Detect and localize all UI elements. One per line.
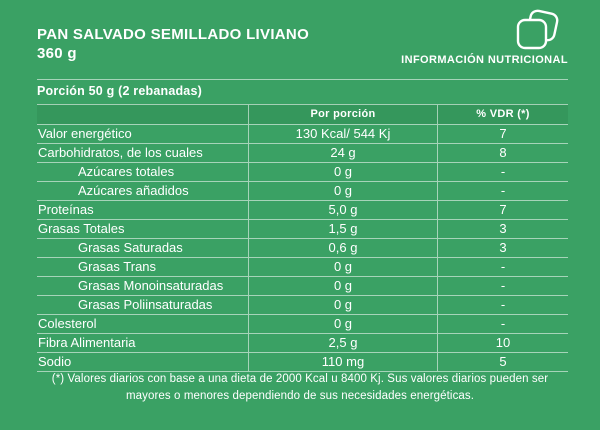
table-row: Grasas Totales 1,5 g 3 (37, 219, 568, 238)
nutrient-label: Grasas Monoinsaturadas (78, 278, 224, 293)
table-row: Grasas Saturadas 0,6 g 3 (37, 238, 568, 257)
table-row: Azúcares añadidos 0 g - (37, 181, 568, 200)
table-header-row: Por porción % VDR (*) (37, 104, 568, 124)
table-row: Carbohidratos, de los cuales 24 g 8 (37, 143, 568, 162)
bread-slices-icon (510, 8, 568, 52)
info-nutricional-label: INFORMACIÓN NUTRICIONAL (401, 54, 568, 66)
nutrient-label: Grasas Totales (38, 221, 125, 236)
table-row: Azúcares totales 0 g - (37, 162, 568, 181)
vdr-value: 7 (437, 201, 568, 219)
daily-values-footnote: (*) Valores diarios con base a una dieta… (51, 373, 549, 402)
table-row: Proteínas 5,0 g 7 (37, 200, 568, 219)
table-row: Colesterol 0 g - (37, 314, 568, 333)
nutrient-label: Sodio (38, 354, 72, 369)
portion-value: 0 g (248, 182, 437, 200)
nutrient-label: Colesterol (38, 316, 97, 331)
vdr-value: 5 (437, 353, 568, 371)
vdr-value: 3 (437, 239, 568, 257)
nutrient-label: Azúcares totales (78, 164, 175, 179)
portion-value: 0 g (248, 277, 437, 295)
portion-value: 1,5 g (248, 220, 437, 238)
nutrient-label: Azúcares añadidos (78, 183, 189, 198)
vdr-value: - (437, 277, 568, 295)
vdr-value: 3 (437, 220, 568, 238)
portion-value: 2,5 g (248, 334, 437, 352)
table-row: Grasas Poliinsaturadas 0 g - (37, 295, 568, 314)
vdr-value: - (437, 163, 568, 181)
table-row: Sodio 110 mg 5 (37, 352, 568, 371)
nutrient-label: Grasas Saturadas (78, 240, 183, 255)
vdr-value: - (437, 315, 568, 333)
vdr-value: 10 (437, 334, 568, 352)
vdr-value: - (437, 296, 568, 314)
vdr-value: 8 (437, 144, 568, 162)
vdr-value: - (437, 258, 568, 276)
header-empty-cell (37, 105, 248, 124)
header-por-porcion: Por porción (248, 105, 437, 124)
vdr-value: - (437, 182, 568, 200)
portion-value: 0 g (248, 163, 437, 181)
table-row: Grasas Monoinsaturadas 0 g - (37, 276, 568, 295)
nutrient-label: Grasas Poliinsaturadas (78, 297, 213, 312)
table-row: Valor energético 130 Kcal/ 544 Kj 7 (37, 124, 568, 143)
portion-value: 0,6 g (248, 239, 437, 257)
portion-value: 0 g (248, 315, 437, 333)
nutrient-label: Grasas Trans (78, 259, 157, 274)
nutrient-label: Fibra Alimentaria (38, 335, 136, 350)
nutrition-table: Por porción % VDR (*) Valor energético 1… (37, 104, 568, 372)
portion-value: 130 Kcal/ 544 Kj (248, 125, 437, 143)
vdr-value: 7 (437, 125, 568, 143)
portion-value: 24 g (248, 144, 437, 162)
portion-label: Porción 50 g (2 rebanadas) (37, 84, 202, 98)
product-title: PAN SALVADO SEMILLADO LIVIANO 360 g (37, 26, 310, 62)
nutrient-label: Proteínas (38, 202, 94, 217)
table-row: Fibra Alimentaria 2,5 g 10 (37, 333, 568, 352)
brand-block: INFORMACIÓN NUTRICIONAL (368, 8, 568, 66)
nutrient-label: Carbohidratos, de los cuales (38, 145, 203, 160)
portion-value: 5,0 g (248, 201, 437, 219)
nutrition-table-body: Valor energético 130 Kcal/ 544 Kj 7 Carb… (37, 124, 568, 371)
portion-value: 0 g (248, 296, 437, 314)
nutrient-label: Valor energético (38, 126, 132, 141)
header-vdr: % VDR (*) (437, 105, 568, 124)
portion-value: 0 g (248, 258, 437, 276)
portion-value: 110 mg (248, 353, 437, 371)
divider-line (37, 79, 568, 80)
table-row: Grasas Trans 0 g - (37, 257, 568, 276)
